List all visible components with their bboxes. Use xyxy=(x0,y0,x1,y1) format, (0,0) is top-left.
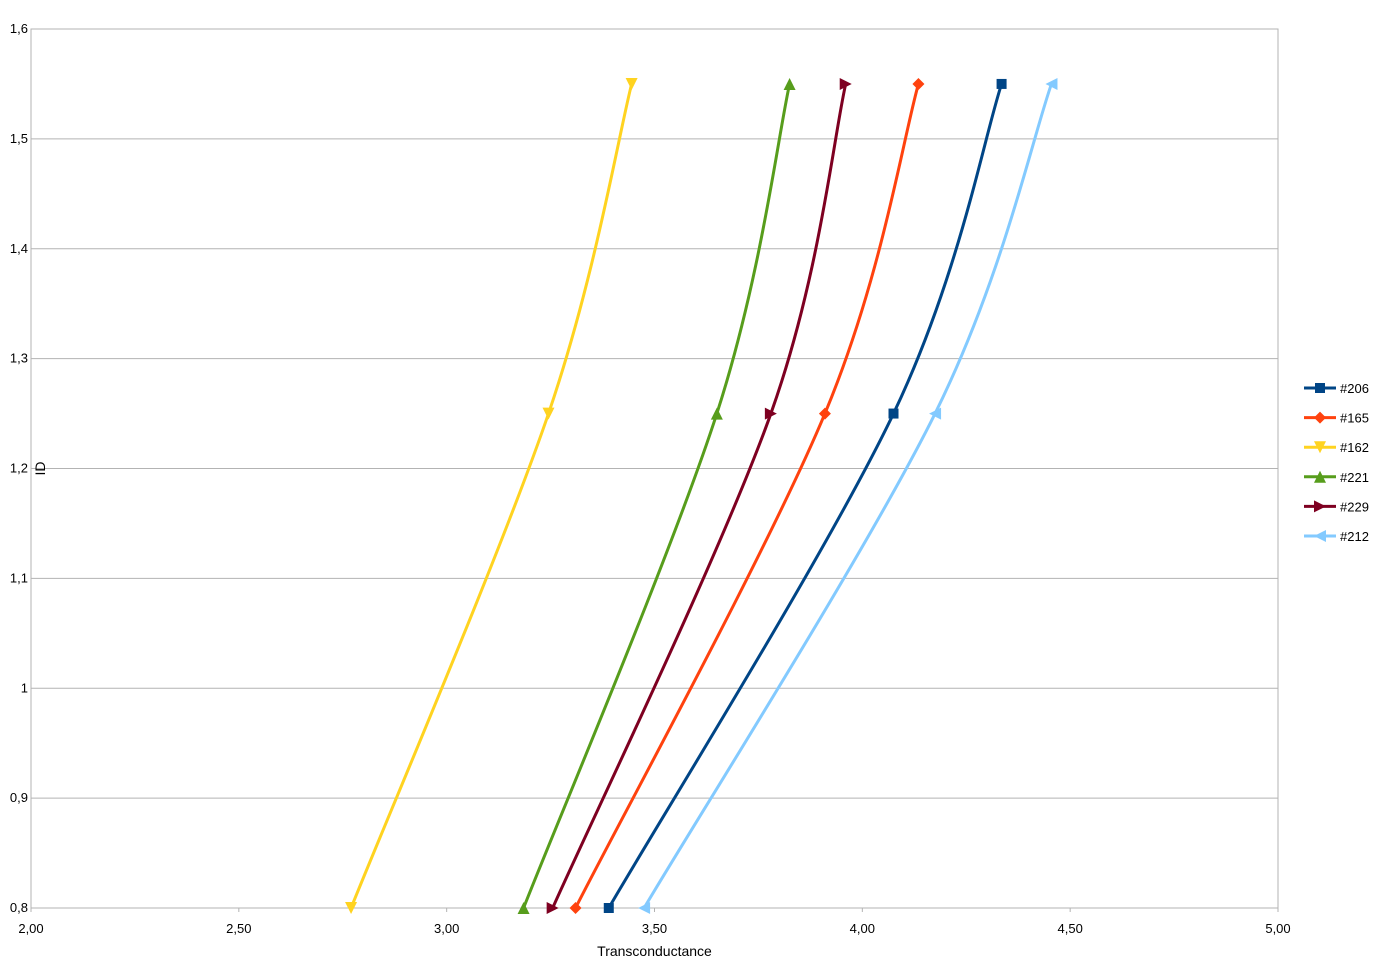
series-165 xyxy=(569,77,925,914)
x-axis-ticks: 2,00 2,50 3,00 3,50 4,00 4,50 5,00 xyxy=(18,908,1291,936)
x-axis-title: Transconductance xyxy=(597,943,712,959)
legend-label: #229 xyxy=(1340,499,1369,514)
data-point xyxy=(345,902,358,914)
data-point xyxy=(1314,500,1326,513)
data-point xyxy=(1314,411,1326,424)
data-point xyxy=(638,902,651,914)
series-line xyxy=(522,82,792,910)
y-tick-label: 1 xyxy=(21,680,28,695)
x-tick-label: 3,00 xyxy=(434,921,459,936)
series-line xyxy=(574,82,920,910)
legend-item: #206 xyxy=(1304,381,1369,396)
legend-label: #165 xyxy=(1340,411,1369,426)
series-line xyxy=(642,82,1053,910)
data-point xyxy=(517,902,530,914)
legend-item: #221 xyxy=(1304,470,1369,485)
y-tick-label: 1,6 xyxy=(10,21,28,36)
series-162 xyxy=(345,77,638,914)
y-tick-label: 1,2 xyxy=(10,461,28,476)
y-tick-label: 0,8 xyxy=(10,900,28,915)
legend-label: #221 xyxy=(1340,470,1369,485)
series-line xyxy=(551,82,848,910)
series-line xyxy=(349,82,634,910)
y-axis-title: ID xyxy=(32,462,48,476)
grid-lines xyxy=(31,28,1278,909)
x-tick-label: 2,50 xyxy=(226,921,251,936)
data-point xyxy=(929,407,942,420)
series-229 xyxy=(546,77,852,914)
y-tick-label: 0,9 xyxy=(10,790,28,805)
legend-label: #212 xyxy=(1340,529,1369,544)
data-point xyxy=(542,407,555,420)
data-point xyxy=(1314,470,1326,483)
x-tick-label: 5,00 xyxy=(1265,921,1290,936)
data-point xyxy=(546,902,559,914)
data-point xyxy=(818,407,831,420)
data-point xyxy=(1314,441,1326,454)
y-tick-label: 1,4 xyxy=(10,241,28,256)
data-point xyxy=(996,78,1007,89)
x-tick-label: 4,00 xyxy=(850,921,875,936)
x-tick-label: 3,50 xyxy=(642,921,667,936)
data-point xyxy=(1045,77,1058,90)
series-212 xyxy=(638,77,1058,914)
x-tick-label: 4,50 xyxy=(1058,921,1083,936)
legend-label: #162 xyxy=(1340,440,1369,455)
series-221 xyxy=(517,77,796,914)
data-point xyxy=(603,903,614,913)
legend: #206 #165 #162 #221 #229 #212 xyxy=(1304,381,1369,544)
data-point xyxy=(764,407,777,420)
data-point xyxy=(710,407,723,420)
legend-label: #206 xyxy=(1340,381,1369,396)
legend-item: #165 xyxy=(1304,411,1369,426)
data-point xyxy=(569,902,582,914)
y-axis-ticks: 0,8 0,9 1 1,1 1,2 1,3 1,4 1,5 1,6 xyxy=(10,21,28,915)
data-point xyxy=(912,77,925,90)
data-point xyxy=(1314,530,1326,542)
series-layer xyxy=(345,77,1058,914)
data-point xyxy=(783,77,796,90)
y-tick-label: 1,1 xyxy=(10,570,28,585)
legend-item: #229 xyxy=(1304,499,1369,514)
legend-item: #212 xyxy=(1304,529,1369,544)
series-206 xyxy=(603,78,1007,913)
data-point xyxy=(625,77,638,90)
legend-item: #162 xyxy=(1304,440,1369,455)
data-point xyxy=(839,77,852,90)
data-point xyxy=(888,408,899,419)
y-tick-label: 1,5 xyxy=(10,131,28,146)
y-tick-label: 1,3 xyxy=(10,351,28,366)
data-point xyxy=(1315,383,1325,393)
x-tick-label: 2,00 xyxy=(18,921,43,936)
series-line xyxy=(607,82,1004,910)
